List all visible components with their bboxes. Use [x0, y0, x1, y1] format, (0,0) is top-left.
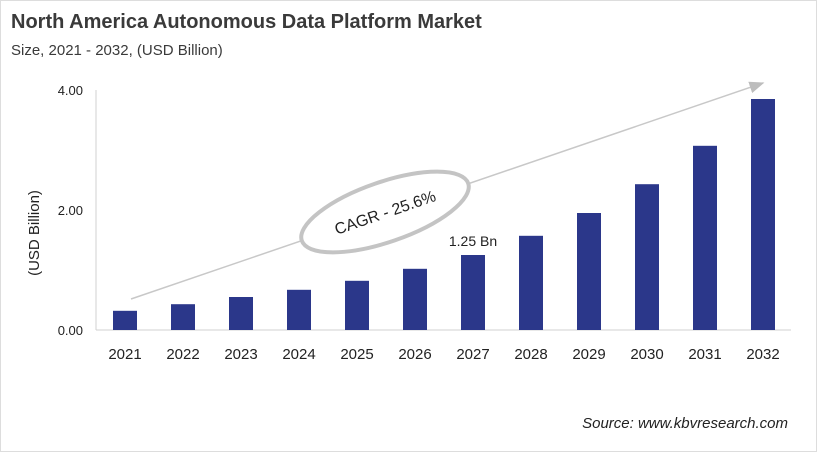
x-tick-label: 2023: [224, 346, 257, 363]
x-tick-label: 2021: [108, 346, 141, 363]
x-tick-label: 2028: [514, 346, 547, 363]
bar-2028: [519, 235, 543, 330]
x-tick-label: 2025: [340, 346, 373, 363]
bar-2023: [229, 297, 253, 330]
x-tick-label: 2022: [166, 346, 199, 363]
y-tick-label: 2.00: [58, 203, 83, 218]
x-tick-label: 2026: [398, 346, 431, 363]
chart-subtitle: Size, 2021 - 2032, (USD Billion): [11, 42, 223, 59]
bar-2032: [751, 99, 775, 330]
y-tick-label: 0.00: [58, 323, 83, 338]
bar-2025: [345, 280, 369, 330]
bar-2021: [113, 310, 137, 330]
cagr-ellipse: [299, 169, 471, 255]
bar-2027: [461, 255, 485, 330]
bar-2026: [403, 268, 427, 330]
bar-2029: [577, 213, 601, 330]
bar-2030: [635, 184, 659, 330]
source-note: Source: www.kbvresearch.com: [582, 415, 788, 432]
x-tick-label: 2031: [688, 346, 721, 363]
x-tick-label: 2027: [456, 346, 489, 363]
data-label: 1.25 Bn: [449, 233, 497, 249]
bar-2024: [287, 289, 311, 330]
x-tick-label: 2032: [746, 346, 779, 363]
bar-2022: [171, 304, 195, 330]
chart-title: North America Autonomous Data Platform M…: [11, 11, 482, 33]
x-tick-label: 2024: [282, 346, 315, 363]
y-axis-label: (USD Billion): [26, 190, 43, 276]
bar-2031: [693, 145, 717, 330]
y-tick-label: 4.00: [58, 83, 83, 98]
x-tick-label: 2029: [572, 346, 605, 363]
x-tick-label: 2030: [630, 346, 663, 363]
